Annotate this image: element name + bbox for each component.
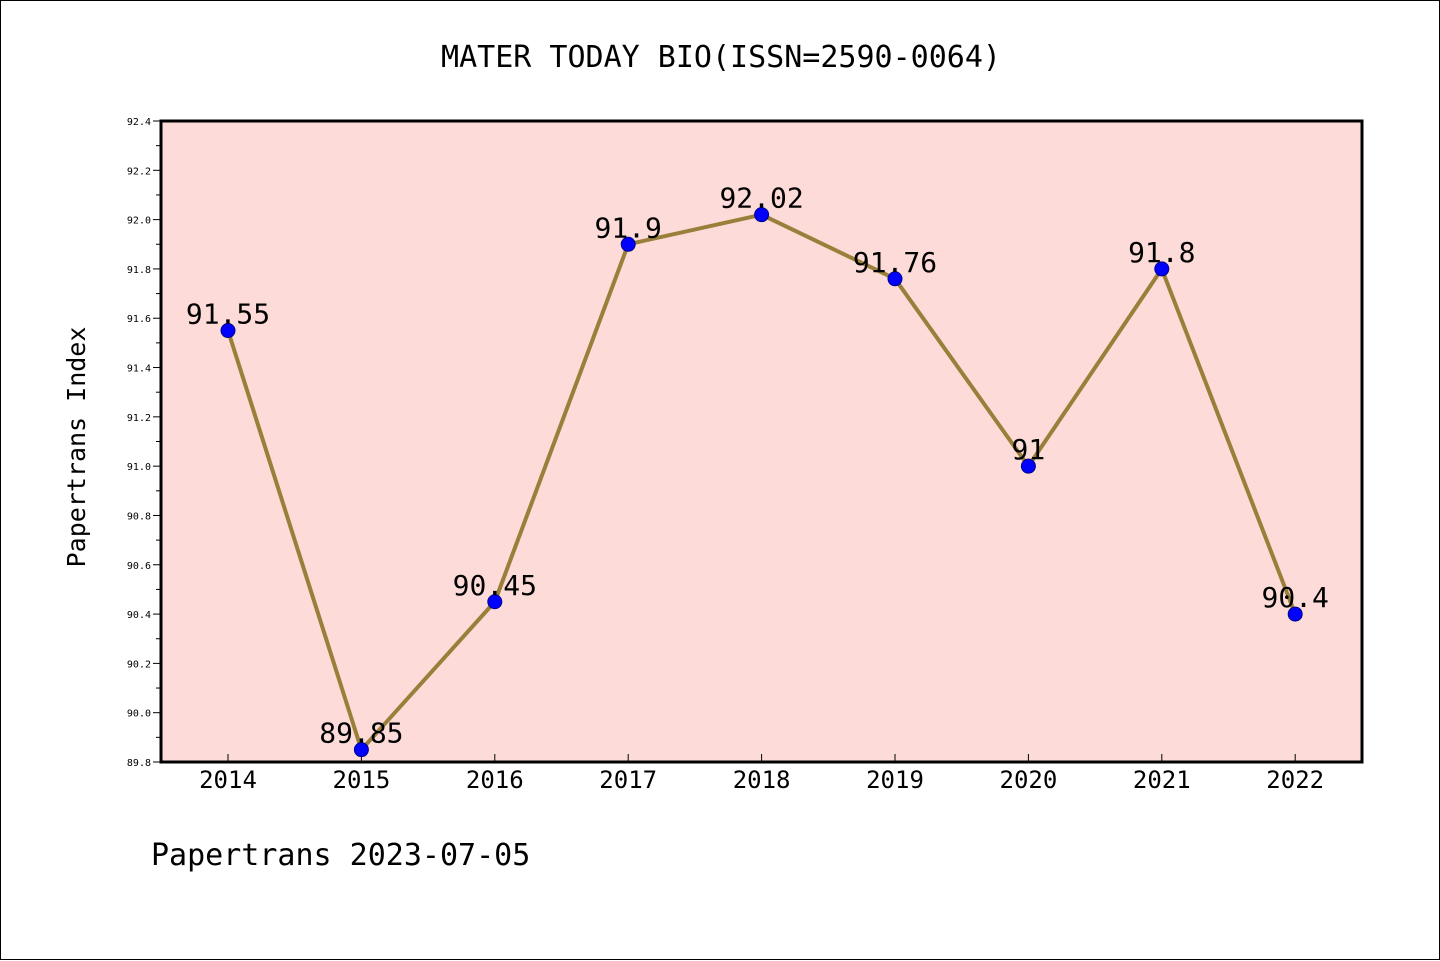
x-tick-label: 2019 — [866, 766, 924, 794]
y-tick-label: 91.2 — [127, 413, 151, 424]
x-tick-label: 2018 — [733, 766, 791, 794]
data-label: 90.45 — [453, 569, 537, 602]
series — [220, 207, 1303, 758]
x-tick-label: 2021 — [1133, 766, 1191, 794]
data-label: 91.55 — [186, 298, 270, 331]
y-tick-label: 92.0 — [127, 216, 151, 227]
x-tick-label: 2020 — [1000, 766, 1058, 794]
y-tick-label: 91.0 — [127, 462, 151, 473]
x-tick-label: 2022 — [1266, 766, 1324, 794]
plot-area — [159, 119, 1364, 764]
data-point — [1287, 606, 1303, 622]
data-label: 91.9 — [594, 211, 661, 244]
x-ticks: 2014 2015 2016 2017 2018 2019 2020 2021 2022 — [199, 754, 1324, 794]
data-label: 91.8 — [1128, 236, 1195, 269]
data-point — [754, 207, 770, 223]
data-point — [620, 236, 636, 252]
data-label: 90.4 — [1261, 581, 1328, 614]
x-tick-label: 2016 — [466, 766, 524, 794]
y-tick-label: 91.6 — [127, 314, 151, 325]
data-label: 89.85 — [319, 717, 403, 750]
y-tick-label: 92.2 — [127, 166, 151, 177]
y-tick-label: 92.4 — [127, 117, 151, 128]
y-tick-label: 90.0 — [127, 709, 151, 720]
x-tick-label: 2015 — [333, 766, 391, 794]
y-tick-label: 90.6 — [127, 561, 151, 572]
data-point — [887, 271, 903, 287]
y-tick-label: 91.8 — [127, 265, 151, 276]
data-label: 91 — [1012, 433, 1046, 466]
data-label: 92.02 — [719, 182, 803, 215]
data-point — [487, 594, 503, 610]
y-axis-label: Papertrans Index — [62, 327, 91, 568]
y-tick-label: 90.2 — [127, 659, 151, 670]
y-tick-label: 90.4 — [127, 610, 151, 621]
y-tick-label: 90.8 — [127, 511, 151, 522]
data-point — [1154, 261, 1170, 277]
x-tick-label: 2014 — [199, 766, 257, 794]
y-tick-label: 91.4 — [127, 364, 151, 375]
footer-text: Papertrans 2023-07-05 — [151, 838, 530, 873]
data-labels: 91.55 89.85 90.45 91.9 92.02 91.76 91 91.8 90.4 — [186, 182, 1329, 750]
x-tick-label: 2017 — [599, 766, 657, 794]
data-label: 91.76 — [853, 246, 937, 279]
y-ticks: 89.8 90.0 90.2 90.4 90.6 90.8 91.0 91.2 91.4 91.6… — [127, 117, 161, 769]
data-point — [1020, 458, 1036, 474]
chart-title: MATER TODAY BIO(ISSN=2590-0064) — [441, 40, 1001, 75]
data-point — [353, 742, 369, 758]
data-point — [220, 323, 236, 339]
y-tick-label: 89.8 — [127, 758, 151, 769]
